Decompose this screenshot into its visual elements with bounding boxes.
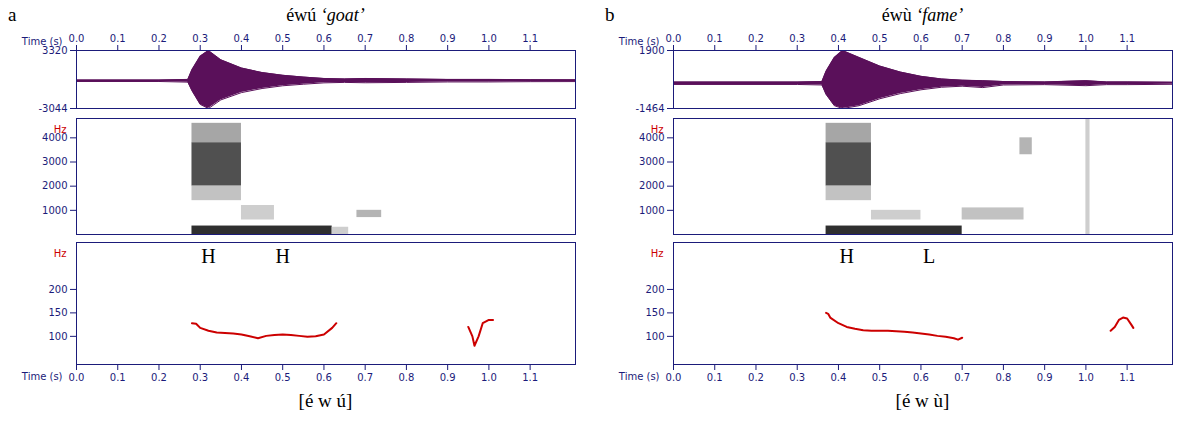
- svg-text:0.6: 0.6: [913, 372, 929, 383]
- svg-text:0.6: 0.6: [316, 372, 332, 383]
- svg-text:4000: 4000: [42, 132, 68, 143]
- svg-text:0.9: 0.9: [1037, 372, 1053, 383]
- svg-text:1.0: 1.0: [481, 33, 497, 44]
- svg-text:0.4: 0.4: [831, 33, 847, 44]
- html-text:[é w ù]: [é w ù]: [895, 390, 950, 411]
- svg-text:0.5: 0.5: [275, 372, 291, 383]
- svg-text:Time (s): Time (s): [618, 36, 660, 47]
- svg-text:100: 100: [48, 331, 67, 342]
- svg-text:0.1: 0.1: [110, 33, 126, 44]
- svg-text:Time (s): Time (s): [21, 36, 63, 47]
- svg-text:0.4: 0.4: [234, 33, 250, 44]
- svg-text:150: 150: [48, 307, 67, 318]
- svg-text:1.0: 1.0: [481, 372, 497, 383]
- svg-text:0.7: 0.7: [954, 33, 970, 44]
- svg-text:0.0: 0.0: [69, 33, 85, 44]
- svg-text:1000: 1000: [42, 205, 67, 216]
- svg-text:0.4: 0.4: [831, 372, 847, 383]
- svg-text:0.6: 0.6: [316, 33, 332, 44]
- svg-text:-1464: -1464: [635, 103, 664, 114]
- svg-text:0.0: 0.0: [666, 33, 682, 44]
- svg-text:2000: 2000: [639, 180, 664, 191]
- svg-text:0.8: 0.8: [398, 33, 414, 44]
- svg-text:L: L: [923, 245, 935, 267]
- svg-text:0.8: 0.8: [995, 33, 1011, 44]
- svg-text:0.9: 0.9: [440, 33, 456, 44]
- svg-text:Hz: Hz: [54, 124, 67, 135]
- svg-text:Time (s): Time (s): [21, 371, 63, 382]
- svg-text:1900: 1900: [639, 44, 665, 56]
- svg-text:0.3: 0.3: [789, 33, 805, 44]
- svg-text:H: H: [275, 245, 289, 267]
- svg-text:0.7: 0.7: [357, 33, 373, 44]
- svg-text:1000: 1000: [639, 205, 664, 216]
- svg-text:3000: 3000: [639, 156, 664, 167]
- svg-text:0.2: 0.2: [748, 372, 764, 383]
- svg-text:0.7: 0.7: [357, 372, 373, 383]
- svg-text:0.1: 0.1: [110, 372, 126, 383]
- svg-text:150: 150: [645, 307, 664, 318]
- svg-text:0.5: 0.5: [872, 33, 888, 44]
- svg-text:1.1: 1.1: [1119, 372, 1135, 383]
- svg-text:0.9: 0.9: [1037, 33, 1053, 44]
- html-text:a: a: [8, 4, 17, 25]
- svg-text:0.2: 0.2: [151, 33, 167, 44]
- svg-text:0.1: 0.1: [707, 33, 723, 44]
- svg-text:1.0: 1.0: [1078, 33, 1094, 44]
- svg-text:0.0: 0.0: [69, 372, 85, 383]
- svg-text:H: H: [201, 245, 215, 267]
- svg-text:-3044: -3044: [38, 103, 67, 114]
- svg-text:0.2: 0.2: [151, 372, 167, 383]
- svg-text:H: H: [839, 245, 853, 267]
- svg-text:0.3: 0.3: [192, 33, 208, 44]
- svg-text:0.8: 0.8: [995, 372, 1011, 383]
- svg-text:2000: 2000: [42, 180, 67, 191]
- svg-text:0.8: 0.8: [398, 372, 414, 383]
- svg-text:0.0: 0.0: [666, 372, 682, 383]
- svg-text:Hz: Hz: [651, 248, 664, 259]
- html-text:éwú ‘goat’: éwú ‘goat’: [286, 5, 365, 25]
- svg-text:0.1: 0.1: [707, 372, 723, 383]
- svg-text:3000: 3000: [42, 156, 67, 167]
- html-text:éwù ‘fame’: éwù ‘fame’: [881, 5, 964, 25]
- svg-text:0.4: 0.4: [234, 372, 250, 383]
- svg-text:0.5: 0.5: [275, 33, 291, 44]
- svg-text:0.5: 0.5: [872, 372, 888, 383]
- svg-text:0.6: 0.6: [913, 33, 929, 44]
- svg-text:3320: 3320: [42, 44, 68, 56]
- html-text:[é w ú]: [é w ú]: [298, 390, 353, 411]
- svg-text:200: 200: [645, 284, 664, 295]
- svg-text:Hz: Hz: [651, 124, 664, 135]
- svg-text:0.9: 0.9: [440, 372, 456, 383]
- svg-text:4000: 4000: [639, 132, 665, 143]
- svg-text:1.1: 1.1: [522, 33, 538, 44]
- svg-text:1.1: 1.1: [522, 372, 538, 383]
- svg-text:0.2: 0.2: [748, 33, 764, 44]
- svg-text:0.3: 0.3: [192, 372, 208, 383]
- svg-text:0.3: 0.3: [789, 372, 805, 383]
- svg-text:0.7: 0.7: [954, 372, 970, 383]
- svg-text:Hz: Hz: [54, 248, 67, 259]
- svg-text:200: 200: [48, 284, 67, 295]
- svg-text:100: 100: [645, 331, 664, 342]
- html-text:b: b: [605, 4, 615, 25]
- svg-text:Time (s): Time (s): [618, 371, 660, 382]
- svg-text:1.1: 1.1: [1119, 33, 1135, 44]
- svg-text:1.0: 1.0: [1078, 372, 1094, 383]
